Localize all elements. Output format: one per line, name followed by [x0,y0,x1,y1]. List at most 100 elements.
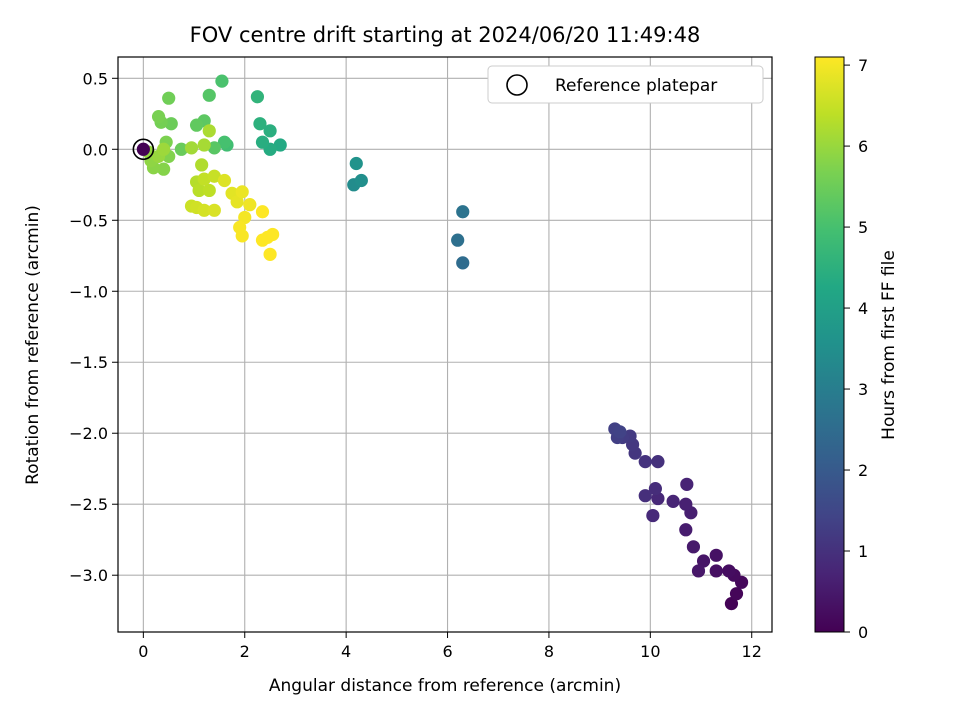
data-point [202,88,216,102]
data-point [680,477,694,491]
data-point [456,256,470,270]
y-tick-label: −3.0 [69,566,108,585]
data-point [184,141,199,155]
data-point [263,124,277,138]
data-point [207,203,221,217]
x-tick-label: 8 [544,642,554,661]
y-axis-label: Rotation from reference (arcmin) [23,205,43,485]
data-point [192,183,206,198]
x-tick-label: 12 [742,642,762,661]
data-point [679,497,693,511]
x-axis-ticks: 0 2 4 6 8 10 12 [138,632,762,661]
data-point [722,564,736,578]
x-tick-label: 4 [341,642,351,661]
data-point [273,138,287,152]
data-point [174,142,188,156]
legend-marker [506,74,528,96]
data-point [263,247,277,261]
data-point [349,156,363,171]
y-axis-ticks: 0.5 0.0 −0.5 −1.0 −1.5 −2.0 −2.5 −3.0 [69,69,118,585]
reference-data-point [136,142,150,156]
data-point [456,205,470,219]
reference-platepar-marker [132,138,155,161]
y-tick-label: −0.5 [69,211,108,230]
colorbar-tick-label: 3 [858,380,868,399]
data-point [255,205,270,219]
data-point [686,540,701,554]
y-tick-label: −1.5 [69,353,108,372]
y-tick-label: −2.0 [69,424,108,443]
data-point [724,597,739,611]
data-point [451,233,465,247]
data-point [638,455,652,469]
data-point [157,142,171,156]
data-point [235,229,249,243]
data-point [613,425,627,439]
data-point [651,491,665,506]
y-tick-label: −1.0 [69,282,108,301]
data-point [646,508,660,523]
colorbar-ticks: 0 1 2 3 4 5 6 7 [844,56,868,642]
data-point [197,172,211,186]
legend-box [487,65,764,104]
y-tick-label: −2.5 [69,495,108,514]
y-tick-label: 0.5 [83,69,108,88]
data-point [255,135,270,149]
data-point [197,203,211,217]
x-tick-label: 10 [640,642,660,661]
data-point [709,564,723,578]
data-point [151,110,166,124]
data-point [197,138,211,152]
data-point [217,135,232,149]
data-point [638,489,652,503]
colorbar-tick-label: 0 [858,623,868,642]
data-point [217,173,232,188]
data-point [666,494,680,508]
data-point [215,74,229,88]
colorbar-tick-label: 4 [858,299,868,318]
data-point [164,117,178,131]
x-tick-label: 6 [442,642,452,661]
data-point [202,124,216,138]
data-point [729,587,744,601]
grid-lines [118,57,772,632]
colorbar-label: Hours from first FF file [879,250,899,440]
data-point [157,162,171,176]
data-point [696,554,711,568]
colorbar-tick-label: 2 [858,461,868,480]
data-point [238,210,252,225]
data-point [230,195,244,209]
data-point [207,141,221,155]
data-point [648,482,662,496]
x-tick-label: 0 [138,642,148,661]
x-axis-label: Angular distance from reference (arcmin) [269,676,621,696]
data-point [235,185,249,199]
x-tick-label: 2 [240,642,250,661]
colorbar-tick-label: 6 [858,137,868,156]
data-point [651,455,665,469]
data-point [266,227,280,242]
data-point [195,158,209,172]
data-point [679,523,693,537]
colorbar-tick-label: 7 [858,56,868,75]
legend-entry-reference: Reference platepar [555,76,717,96]
data-point [189,118,204,132]
data-point [354,173,368,188]
data-point [202,183,216,198]
plot-frame [117,56,773,633]
colorbar-tick-label: 1 [858,542,868,561]
data-point [162,91,176,105]
data-points [141,74,749,611]
colorbar-tick-label: 5 [858,218,868,237]
data-point [250,90,265,104]
data-point [709,548,723,562]
data-point [253,117,267,131]
y-tick-label: 0.0 [83,140,108,159]
data-point [207,169,221,183]
data-point [691,564,706,578]
legend: Reference platepar [487,65,764,104]
chart-title: FOV centre drift starting at 2024/06/20 … [190,23,701,47]
data-point [243,198,257,212]
colorbar-gradient [814,56,845,633]
